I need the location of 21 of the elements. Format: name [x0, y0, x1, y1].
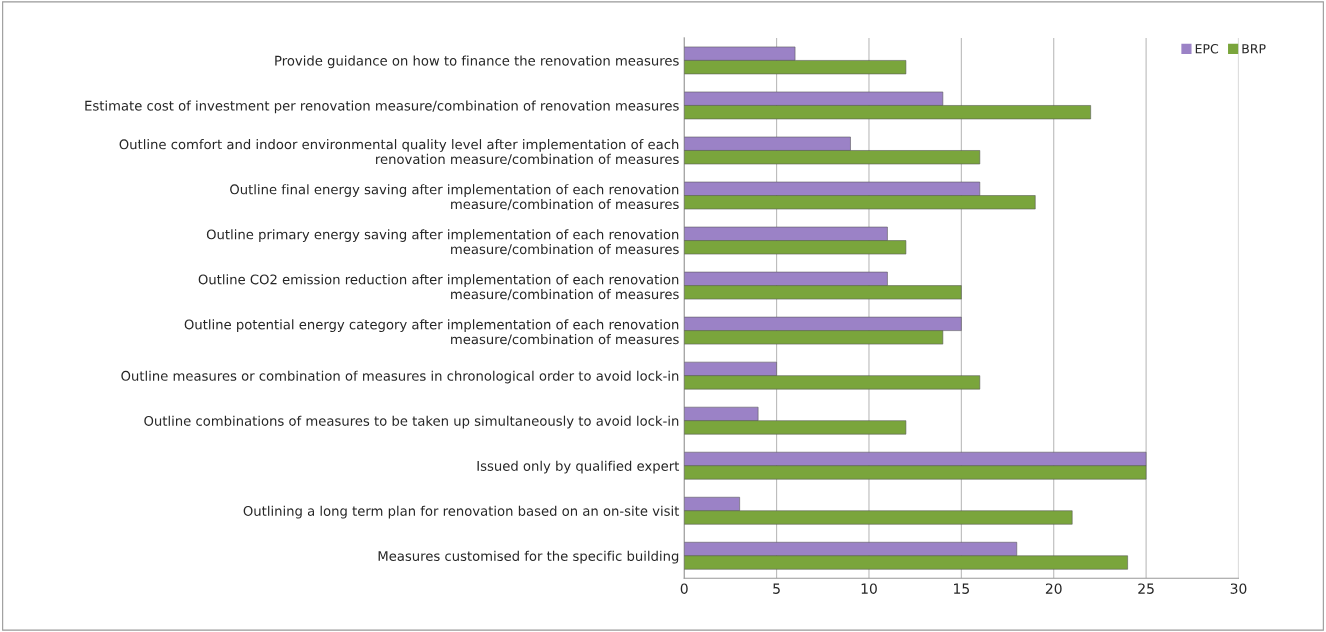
y-tick-label: Outline CO2 emission reduction after implementation of each renovation measure/combination of measures	[198, 274, 679, 301]
x-tick-label: 30	[1230, 583, 1247, 594]
x-tick-label: 20	[1045, 583, 1062, 594]
y-tick-label: Outlining a long term plan for renovation based on an on-site visit	[243, 505, 680, 519]
y-tick-label: Outline potential energy category after implementation of each renovation measure/combination of measures	[184, 319, 679, 346]
y-tick-label: Measures customised for the specific building	[378, 550, 679, 564]
y-tick-label: Provide guidance on how to finance the renovation measures	[275, 55, 679, 69]
y-tick-label: Outline measures or combination of measures in chronological order to avoid lock-in	[121, 370, 679, 384]
x-tick-label: 5	[773, 583, 780, 594]
x-tick-label: 15	[954, 583, 969, 594]
y-tick-label: Outline combinations of measures to be taken up simultaneously to avoid lock-in	[144, 415, 679, 429]
y-tick-label: Outline primary energy saving after implementation of each renovation measure/combination of measures	[206, 229, 679, 256]
legend-label: BRP	[1242, 44, 1266, 54]
x-tick-label: 0	[680, 583, 688, 594]
legend-label: EPC	[1195, 43, 1219, 54]
y-tick-label: Outline comfort and indoor environmental quality level after implementation of each renovation measure/combination of measures	[119, 139, 679, 166]
x-tick-label: 10	[861, 583, 877, 594]
y-tick-label: Outline final energy saving after implementation of each renovation measure/combination of measures	[230, 184, 679, 211]
x-tick-label: 25	[1138, 583, 1154, 594]
y-tick-label: Issued only by qualified expert	[477, 460, 680, 474]
y-tick-label: Estimate cost of investment per renovation measure/combination of renovation measures	[85, 100, 679, 114]
